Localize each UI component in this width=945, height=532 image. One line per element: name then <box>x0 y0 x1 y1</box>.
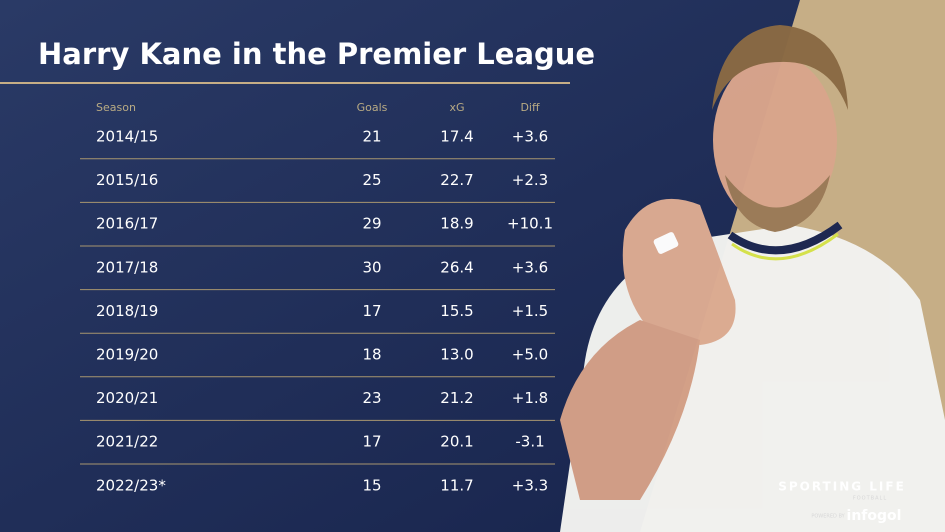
column-header: xG <box>449 101 464 114</box>
table-cell: 21 <box>362 128 381 146</box>
player-figure <box>560 25 945 532</box>
powered-by: POWERED BY <box>811 514 845 520</box>
table-cell: 17.4 <box>440 128 473 146</box>
table-cell: 20.1 <box>440 433 473 451</box>
table-cell: 29 <box>362 215 381 233</box>
table-cell: +3.3 <box>512 476 548 494</box>
table-cell: 30 <box>362 258 381 276</box>
table-cell: 2020/21 <box>96 389 158 407</box>
table-cell: 22.7 <box>440 171 473 189</box>
table-cell: +3.6 <box>512 128 548 146</box>
table-cell: +10.1 <box>507 215 553 233</box>
column-header: Diff <box>520 101 540 114</box>
column-header: Goals <box>357 101 388 114</box>
table-cell: 2018/19 <box>96 302 158 320</box>
table-cell: 2014/15 <box>96 128 158 146</box>
table-cell: 17 <box>362 302 381 320</box>
table-cell: 2021/22 <box>96 433 158 451</box>
table-cell: 2015/16 <box>96 171 158 189</box>
table-cell: +2.3 <box>512 171 548 189</box>
table-cell: +1.5 <box>512 302 548 320</box>
table-cell: 18 <box>362 346 381 364</box>
table-cell: 21.2 <box>440 389 473 407</box>
table-cell: 15 <box>362 476 381 494</box>
table-cell: 2017/18 <box>96 258 158 276</box>
table-cell: +3.6 <box>512 258 548 276</box>
table-cell: 2022/23* <box>96 476 166 494</box>
table-cell: +5.0 <box>512 346 548 364</box>
table-cell: 15.5 <box>440 302 473 320</box>
table-cell: 2019/20 <box>96 346 158 364</box>
brand-section: FOOTBALL <box>853 496 887 502</box>
table-cell: 11.7 <box>440 476 473 494</box>
table-cell: 18.9 <box>440 215 473 233</box>
table-cell: 13.0 <box>440 346 473 364</box>
table-cell: 26.4 <box>440 258 473 276</box>
stats-table: Season Goals xG Diff 2014/15 21 17.4 +3.6 2015/1… <box>80 101 555 494</box>
table-cell: 23 <box>362 389 381 407</box>
table-cell: 2016/17 <box>96 215 158 233</box>
table-cell: 17 <box>362 433 381 451</box>
title: Harry Kane in the Premier League <box>38 37 595 71</box>
partner-logo: infogol <box>847 508 902 524</box>
column-header: Season <box>96 101 136 114</box>
brand-name: SPORTING LIFE <box>778 480 906 494</box>
table-cell: -3.1 <box>515 433 544 451</box>
table-cell: +1.8 <box>512 389 548 407</box>
table-cell: 25 <box>362 171 381 189</box>
